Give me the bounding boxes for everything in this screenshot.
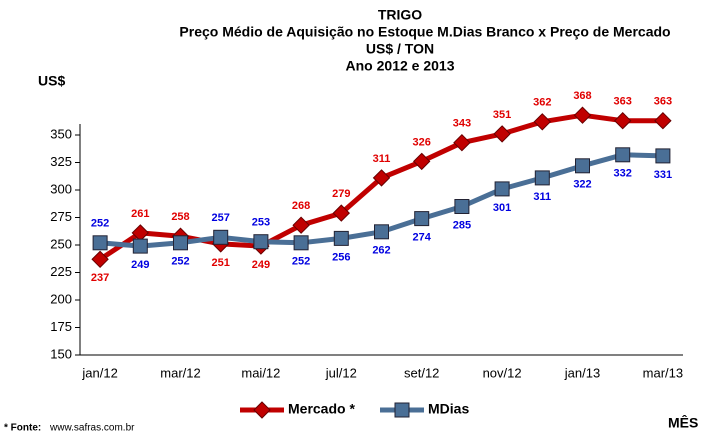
data-label: 251 <box>212 257 230 269</box>
data-label: 268 <box>292 200 310 212</box>
legend-label: Mercado * <box>288 401 355 417</box>
chart-subtitle: Preço Médio de Aquisição no Estoque M.Di… <box>179 24 670 40</box>
y-tick-label: 200 <box>50 291 72 306</box>
unit-line: US$ / TON <box>366 41 434 57</box>
data-label: 274 <box>413 232 432 244</box>
marker <box>453 133 471 152</box>
x-tick-label: jan/12 <box>81 365 117 380</box>
data-label: 285 <box>453 219 471 231</box>
x-tick-label: set/12 <box>404 365 439 380</box>
data-label: 249 <box>131 259 149 271</box>
data-label: 363 <box>614 96 632 108</box>
x-axis-label: MÊS <box>668 414 698 431</box>
y-tick-label: 350 <box>50 126 72 141</box>
marker <box>332 204 351 222</box>
marker <box>493 125 511 143</box>
x-tick-label: jul/12 <box>325 365 357 380</box>
marker <box>613 111 632 130</box>
chart-title: TRIGO <box>378 7 422 23</box>
data-label: 252 <box>171 256 189 268</box>
period-line: Ano 2012 e 2013 <box>346 58 455 74</box>
marker <box>333 230 349 246</box>
marker <box>372 169 391 187</box>
data-label: 311 <box>533 191 551 203</box>
marker <box>91 250 109 269</box>
marker <box>293 235 309 251</box>
data-label: 258 <box>171 211 189 223</box>
marker <box>92 235 108 251</box>
x-tick-label: mar/13 <box>643 365 683 380</box>
legend-label: MDias <box>428 401 469 417</box>
data-label: 257 <box>212 212 230 224</box>
marker <box>654 111 672 130</box>
x-tick-label: nov/12 <box>483 365 522 380</box>
marker <box>213 229 229 245</box>
data-label: 362 <box>533 97 551 109</box>
data-label: 368 <box>573 90 591 102</box>
data-label: 252 <box>292 256 310 268</box>
x-tick-label: mai/12 <box>241 365 280 380</box>
data-label: 332 <box>614 168 632 180</box>
y-tick-label: 250 <box>50 236 72 251</box>
marker <box>414 211 430 227</box>
data-label: 301 <box>493 202 511 214</box>
data-label: 363 <box>654 96 672 108</box>
y-tick-label: 150 <box>50 346 72 361</box>
marker <box>655 148 671 164</box>
data-label: 262 <box>372 245 390 257</box>
marker <box>534 170 550 186</box>
data-label: 343 <box>453 118 471 130</box>
marker <box>615 147 631 163</box>
y-tick-label: 175 <box>50 319 72 334</box>
marker <box>292 216 310 234</box>
data-label: 249 <box>252 259 270 271</box>
legend-marker <box>253 401 271 419</box>
legend-marker <box>394 402 410 418</box>
footnote-source: www.safras.com.br <box>49 423 135 432</box>
footnote-label: * Fonte: <box>4 423 41 432</box>
marker <box>454 199 470 214</box>
data-label: 351 <box>493 109 511 121</box>
data-label: 256 <box>332 251 350 263</box>
marker <box>575 158 590 174</box>
data-label: 252 <box>91 218 109 230</box>
marker <box>132 238 148 254</box>
y-axis-label: US$ <box>38 73 65 89</box>
marker <box>533 113 552 131</box>
data-label: 279 <box>332 188 350 200</box>
x-tick-label: jan/13 <box>564 365 600 380</box>
marker <box>573 106 592 124</box>
data-label: 326 <box>413 136 431 148</box>
data-label: 322 <box>573 179 591 191</box>
data-label: 237 <box>91 272 109 284</box>
y-tick-label: 325 <box>50 154 72 169</box>
marker <box>173 235 188 251</box>
x-tick-label: mar/12 <box>160 365 200 380</box>
marker <box>412 152 431 171</box>
y-tick-label: 275 <box>50 209 72 224</box>
data-label: 261 <box>131 208 149 220</box>
marker <box>494 181 510 197</box>
marker <box>374 224 389 240</box>
data-label: 311 <box>373 153 391 165</box>
data-label: 253 <box>252 217 270 229</box>
y-tick-label: 300 <box>50 181 72 196</box>
marker <box>253 234 269 250</box>
data-label: 331 <box>654 169 672 181</box>
y-tick-label: 225 <box>50 264 72 279</box>
